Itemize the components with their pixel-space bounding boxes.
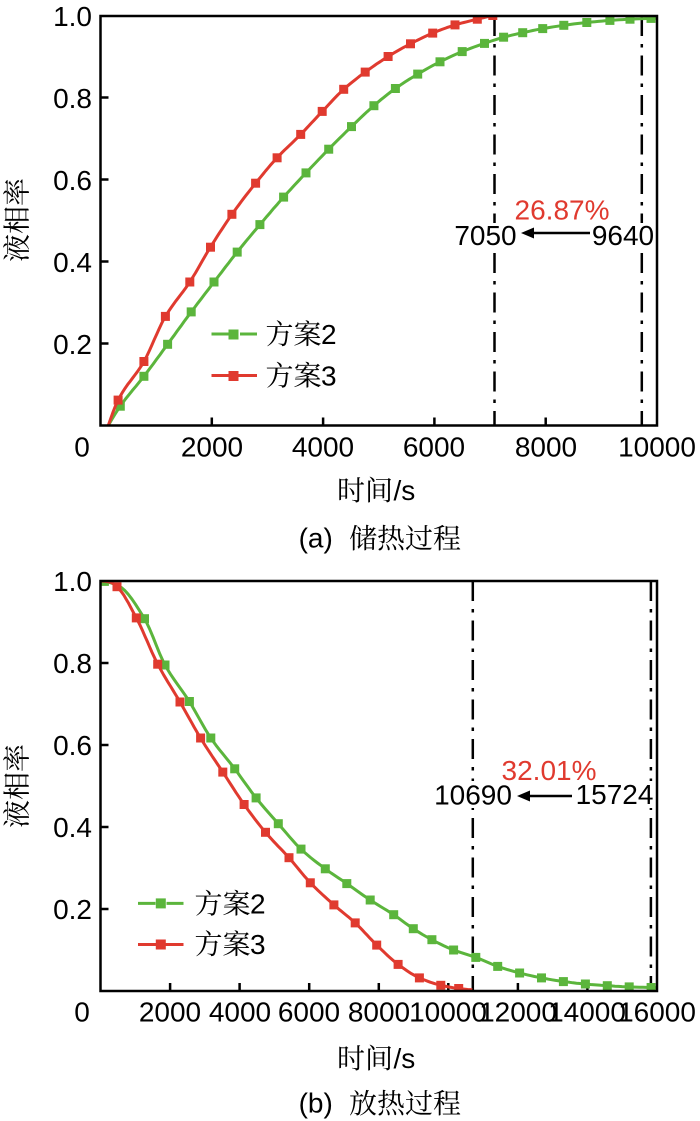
svg-text:0.6: 0.6 [53, 165, 92, 196]
svg-text:4000: 4000 [292, 432, 354, 463]
svg-text:0.8: 0.8 [53, 648, 92, 679]
svg-text:10000: 10000 [618, 432, 696, 463]
svg-text:2: 2 [321, 319, 337, 350]
svg-text:16000: 16000 [618, 997, 696, 1028]
svg-text:1.0: 1.0 [53, 566, 92, 597]
svg-text:12000: 12000 [479, 997, 557, 1028]
svg-text:10690: 10690 [434, 780, 512, 811]
svg-text:/s: /s [394, 1043, 416, 1074]
svg-text:6000: 6000 [278, 997, 340, 1028]
svg-text:3: 3 [250, 929, 266, 960]
svg-text:0.4: 0.4 [53, 247, 92, 278]
svg-text:4000: 4000 [209, 997, 271, 1028]
svg-text:1.0: 1.0 [53, 1, 92, 32]
svg-text:0.4: 0.4 [53, 812, 92, 843]
svg-text:7050: 7050 [454, 220, 516, 251]
svg-text:32.01%: 32.01% [502, 755, 597, 786]
svg-text:15724: 15724 [576, 779, 654, 810]
svg-text:26.87%: 26.87% [515, 195, 610, 226]
svg-text:6000: 6000 [403, 432, 465, 463]
svg-text:0.2: 0.2 [53, 329, 92, 360]
svg-text:0: 0 [74, 432, 90, 463]
svg-text:0.8: 0.8 [53, 83, 92, 114]
svg-text:0.2: 0.2 [53, 894, 92, 925]
svg-text:2: 2 [250, 889, 266, 920]
svg-text:14000: 14000 [548, 997, 626, 1028]
svg-text:(b): (b) [299, 1088, 333, 1119]
svg-text:2000: 2000 [181, 432, 243, 463]
svg-text:0: 0 [74, 997, 90, 1028]
svg-text:2000: 2000 [139, 997, 201, 1028]
svg-text:8000: 8000 [348, 997, 410, 1028]
svg-text:9640: 9640 [592, 220, 654, 251]
svg-text:10000: 10000 [409, 997, 487, 1028]
svg-text:(a): (a) [299, 523, 333, 554]
svg-text:/s: /s [394, 475, 416, 506]
svg-text:8000: 8000 [515, 432, 577, 463]
svg-text:3: 3 [321, 361, 337, 392]
svg-text:0.6: 0.6 [53, 730, 92, 761]
